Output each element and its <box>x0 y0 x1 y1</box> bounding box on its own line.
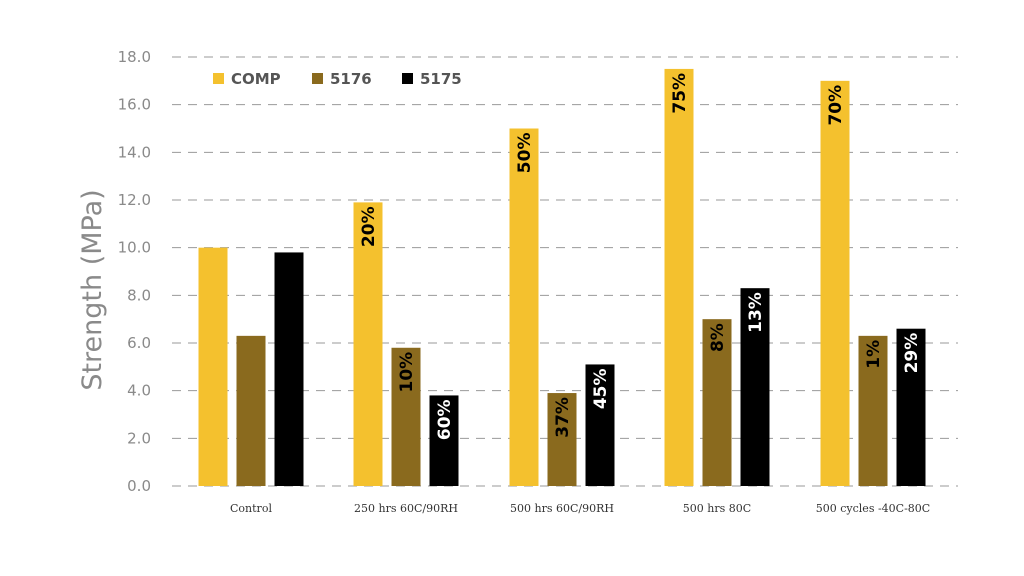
x-category-label: 500 cycles -40C-80C <box>816 502 930 515</box>
y-tick-label: 10.0 <box>118 239 151 257</box>
x-category-label: 500 hrs 80C <box>683 502 751 515</box>
bar-5176 <box>858 335 888 486</box>
bar-data-label: 50% <box>515 133 535 174</box>
y-tick-label: 6.0 <box>127 334 151 352</box>
legend-label-5176: 5176 <box>330 70 372 88</box>
bar-data-label: 75% <box>670 73 690 114</box>
bar-data-label: 60% <box>435 399 455 440</box>
bar-data-label: 37% <box>553 397 573 438</box>
y-axis-ticks: 0.0 2.0 4.0 6.0 8.0 10.0 12.0 14.0 16.0 18.0 <box>118 48 151 495</box>
bar-comp <box>353 202 383 486</box>
y-axis-label: Strength (MPa) <box>77 189 108 390</box>
bars <box>198 68 926 487</box>
bar-5175 <box>585 364 615 486</box>
y-tick-label: 14.0 <box>118 143 151 161</box>
bar-5176 <box>391 347 421 486</box>
bar-comp <box>509 128 539 486</box>
bar-comp <box>820 80 850 486</box>
x-category-label: 250 hrs 60C/90RH <box>354 502 458 515</box>
bar-5175 <box>429 395 459 486</box>
legend: COMP 5176 5175 <box>213 70 462 88</box>
y-tick-label: 0.0 <box>127 477 151 495</box>
bar-data-label: 20% <box>359 206 379 247</box>
legend-swatch-5176 <box>312 73 323 84</box>
x-category-label: Control <box>230 502 272 515</box>
bar-data-label: 1% <box>864 340 884 369</box>
bar-data-label: 70% <box>826 85 846 126</box>
y-tick-label: 18.0 <box>118 48 151 66</box>
legend-swatch-5175 <box>402 73 413 84</box>
legend-label-5175: 5175 <box>420 70 462 88</box>
y-tick-label: 8.0 <box>127 286 151 304</box>
bar-data-label: 13% <box>746 292 766 333</box>
bar-5175 <box>896 328 926 486</box>
legend-label-comp: COMP <box>231 70 281 88</box>
legend-swatch-comp <box>213 73 224 84</box>
x-axis-categories: Control 250 hrs 60C/90RH 500 hrs 60C/90RH 5… <box>230 502 930 515</box>
y-tick-label: 16.0 <box>118 96 151 114</box>
bar-5175 <box>274 252 304 486</box>
x-category-label: 500 hrs 60C/90RH <box>510 502 614 515</box>
bar-5176 <box>236 335 266 486</box>
bar-comp <box>198 247 228 486</box>
bar-data-label: 45% <box>591 368 611 409</box>
bar-data-label: 29% <box>902 333 922 374</box>
y-tick-label: 2.0 <box>127 429 151 447</box>
bar-labels: 20% 10% 60% 50% 37% 45% 75% 8% 13% 70% 1% 29% <box>359 73 922 440</box>
bar-comp <box>664 68 694 487</box>
bar-data-label: 8% <box>708 323 728 352</box>
y-tick-label: 12.0 <box>118 191 151 209</box>
bar-5176 <box>702 319 732 486</box>
bar-data-label: 10% <box>397 352 417 393</box>
bar-5176 <box>547 393 577 486</box>
y-tick-label: 4.0 <box>127 382 151 400</box>
bar-5175 <box>740 288 770 486</box>
